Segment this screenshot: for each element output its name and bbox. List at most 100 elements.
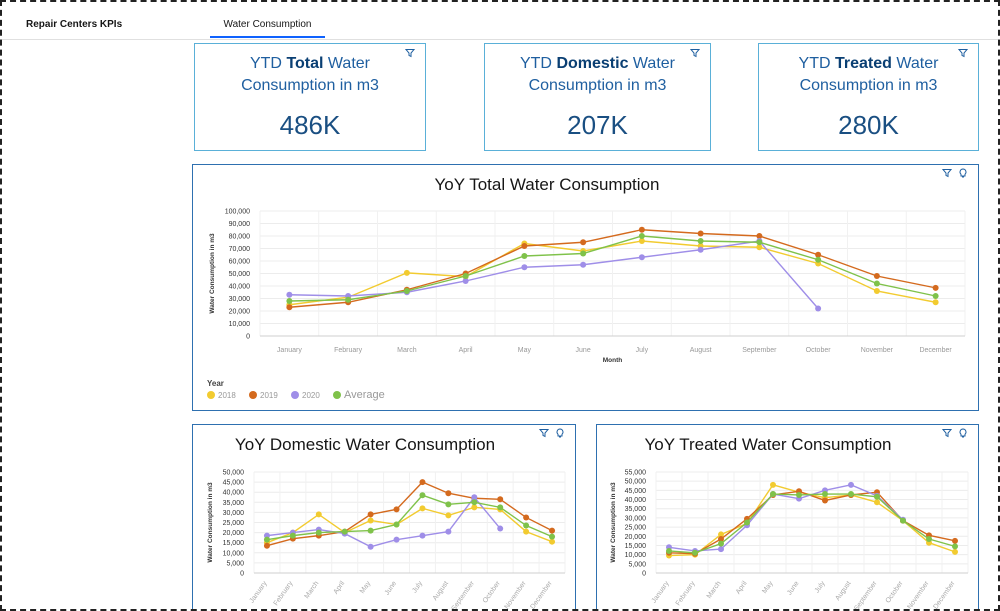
- y-tick-label: 20,000: [223, 530, 245, 537]
- data-point-average: [445, 501, 452, 508]
- x-tick-label: July: [636, 347, 649, 354]
- data-point-2019: [445, 490, 452, 497]
- data-point-2019: [523, 514, 530, 521]
- y-tick-label: 0: [240, 571, 244, 578]
- data-point-2018: [932, 299, 939, 306]
- data-point-average: [289, 532, 296, 539]
- x-tick-label: July: [814, 580, 827, 595]
- x-tick-label: May: [761, 580, 775, 595]
- x-tick-label: September: [742, 347, 777, 354]
- x-tick-label: November: [861, 347, 894, 354]
- data-point-2019: [756, 233, 763, 239]
- data-point-average: [549, 533, 556, 540]
- data-point-2018: [770, 481, 776, 488]
- y-tick-label: 0: [246, 334, 250, 341]
- x-tick-label: August: [834, 580, 852, 602]
- filter-icon[interactable]: [942, 168, 952, 178]
- data-point-average: [419, 492, 426, 499]
- kpi-title: YTD Total Water Consumption in m3: [241, 55, 379, 94]
- filter-icon[interactable]: [539, 428, 549, 438]
- legend-label-2020: 2020: [302, 391, 320, 400]
- lightbulb-icon[interactable]: [555, 428, 565, 438]
- data-point-average: [263, 536, 270, 543]
- series-line-2018: [289, 240, 936, 306]
- legend-label-2018: 2018: [218, 391, 236, 400]
- x-tick-label: January: [651, 580, 671, 605]
- y-tick-label: 20,000: [229, 309, 251, 316]
- y-tick-label: 20,000: [625, 534, 647, 541]
- data-point-average: [497, 504, 504, 511]
- lightbulb-icon[interactable]: [958, 168, 968, 178]
- filter-icon[interactable]: [958, 48, 968, 58]
- data-point-2018: [403, 269, 410, 276]
- data-point-2019: [497, 496, 504, 503]
- data-point-average: [822, 491, 828, 498]
- series-line-2020: [266, 496, 501, 548]
- x-tick-label: March: [304, 580, 321, 600]
- data-point-2020: [367, 543, 374, 550]
- x-tick-label: January: [249, 580, 269, 605]
- y-tick-label: 50,000: [625, 479, 647, 486]
- y-tick-label: 55,000: [625, 470, 647, 477]
- data-point-2018: [638, 238, 645, 244]
- tab-repair-centers-kpis[interactable]: Repair Centers KPIs: [26, 19, 123, 30]
- data-point-average: [286, 298, 293, 304]
- filter-icon[interactable]: [942, 428, 952, 438]
- data-point-average: [718, 540, 724, 547]
- data-point-2020: [638, 254, 645, 261]
- y-tick-label: 45,000: [625, 488, 647, 495]
- data-point-2019: [932, 284, 939, 291]
- data-point-2018: [523, 528, 530, 535]
- x-tick-label: December: [529, 580, 554, 611]
- data-point-2020: [286, 291, 293, 298]
- legend-title: Year: [207, 379, 224, 388]
- data-point-average: [697, 238, 704, 244]
- legend-marker-2019: [249, 391, 257, 399]
- data-point-average: [932, 293, 939, 299]
- kpi-title: YTD Treated Water Consumption in m3: [798, 55, 939, 94]
- data-point-2018: [445, 512, 452, 519]
- data-point-2018: [718, 531, 724, 538]
- data-point-2019: [697, 230, 704, 237]
- x-tick-label: October: [806, 347, 832, 354]
- data-point-2019: [952, 537, 958, 544]
- data-point-2018: [367, 517, 374, 524]
- chart-treated-water: YoY Treated Water Consumption 0 5,000 10,00…: [596, 424, 979, 611]
- chart-treated-water-svg: YoY Treated Water Consumption 0 5,000 10,00…: [610, 435, 969, 611]
- y-tick-label: 50,000: [223, 470, 245, 477]
- x-tick-label: April: [333, 580, 347, 596]
- data-point-2019: [367, 511, 374, 518]
- y-tick-label: 100,000: [225, 209, 250, 216]
- chart-total-water-svg: YoY Total Water Consumption 0 10,000 20,000…: [207, 175, 966, 401]
- x-tick-label: April: [459, 347, 473, 354]
- lightbulb-icon[interactable]: [958, 428, 968, 438]
- data-point-2020: [497, 525, 504, 532]
- data-point-2019: [822, 497, 828, 504]
- x-tick-label: October: [885, 580, 905, 605]
- filter-icon[interactable]: [405, 48, 415, 58]
- data-point-average: [756, 239, 763, 246]
- x-tick-label: February: [675, 580, 697, 607]
- y-tick-label: 25,000: [223, 520, 245, 527]
- data-point-2018: [874, 499, 880, 506]
- data-point-2019: [263, 542, 270, 549]
- series-line-2020: [289, 240, 819, 309]
- data-point-average: [874, 493, 880, 500]
- data-point-2018: [471, 504, 478, 511]
- x-tick-label: November: [504, 580, 529, 611]
- legend-marker-2020: [291, 391, 299, 399]
- data-point-2018: [549, 538, 556, 545]
- data-point-2018: [315, 511, 322, 518]
- data-point-2020: [445, 528, 452, 535]
- filter-icon[interactable]: [690, 48, 700, 58]
- y-tick-label: 40,000: [625, 497, 647, 504]
- data-point-average: [471, 499, 478, 506]
- series-line-2019: [266, 481, 553, 547]
- chart-title: YoY Domestic Water Consumption: [235, 435, 495, 454]
- y-tick-label: 30,000: [223, 510, 245, 517]
- y-tick-label: 30,000: [229, 296, 251, 303]
- data-point-average: [393, 521, 400, 528]
- tab-water-consumption[interactable]: Water Consumption: [210, 0, 325, 38]
- y-tick-label: 35,000: [223, 500, 245, 507]
- data-point-2020: [848, 481, 854, 488]
